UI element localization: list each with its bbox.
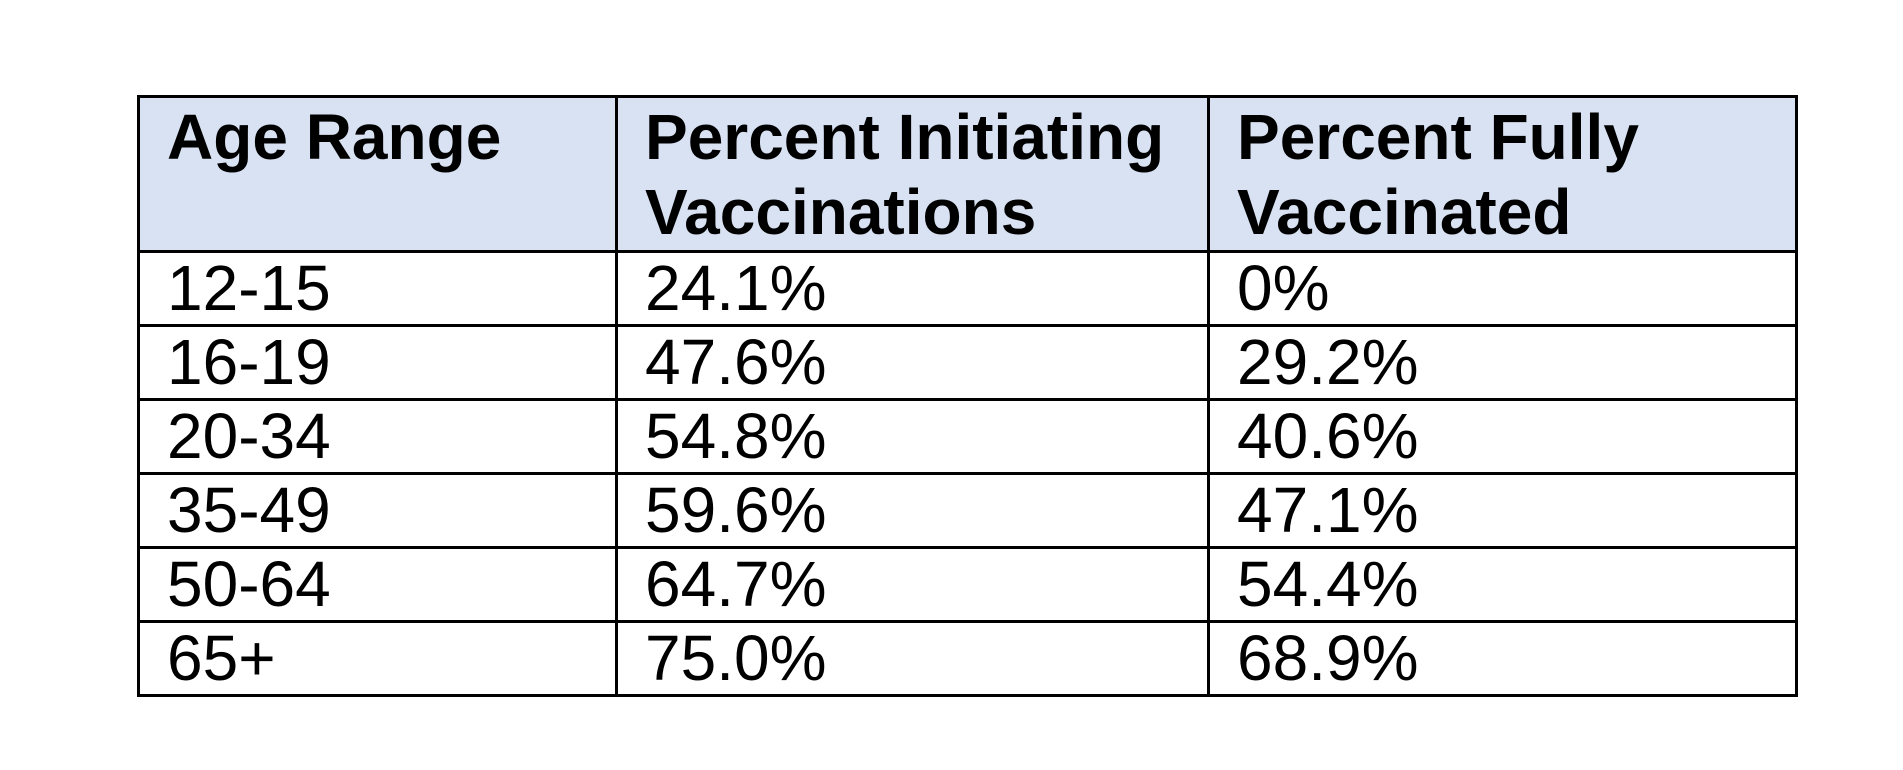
table-row: 16-19 47.6% 29.2% bbox=[137, 324, 1798, 401]
column-header-percent-fully-vaccinated: Percent Fully Vaccinated bbox=[1207, 95, 1798, 253]
cell-age-range: 65+ bbox=[137, 620, 618, 697]
cell-percent-fully-vaccinated: 47.1% bbox=[1207, 472, 1798, 549]
cell-percent-fully-vaccinated: 54.4% bbox=[1207, 546, 1798, 623]
table-row: 35-49 59.6% 47.1% bbox=[137, 472, 1798, 549]
cell-age-range: 20-34 bbox=[137, 398, 618, 475]
cell-percent-initiating: 54.8% bbox=[615, 398, 1210, 475]
cell-age-range: 35-49 bbox=[137, 472, 618, 549]
cell-percent-initiating: 24.1% bbox=[615, 250, 1210, 327]
column-header-age-range: Age Range bbox=[137, 95, 618, 253]
table-row: 65+ 75.0% 68.9% bbox=[137, 620, 1798, 697]
header-row: Age Range Percent Initiating Vaccination… bbox=[137, 95, 1798, 253]
cell-age-range: 16-19 bbox=[137, 324, 618, 401]
cell-percent-fully-vaccinated: 29.2% bbox=[1207, 324, 1798, 401]
cell-percent-initiating: 47.6% bbox=[615, 324, 1210, 401]
table-row: 20-34 54.8% 40.6% bbox=[137, 398, 1798, 475]
cell-percent-fully-vaccinated: 0% bbox=[1207, 250, 1798, 327]
column-header-percent-initiating: Percent Initiating Vaccinations bbox=[615, 95, 1210, 253]
cell-percent-fully-vaccinated: 68.9% bbox=[1207, 620, 1798, 697]
cell-age-range: 50-64 bbox=[137, 546, 618, 623]
cell-percent-initiating: 59.6% bbox=[615, 472, 1210, 549]
vaccination-by-age-table: Age Range Percent Initiating Vaccination… bbox=[137, 95, 1798, 697]
cell-percent-fully-vaccinated: 40.6% bbox=[1207, 398, 1798, 475]
table-row: 12-15 24.1% 0% bbox=[137, 250, 1798, 327]
cell-age-range: 12-15 bbox=[137, 250, 618, 327]
cell-percent-initiating: 75.0% bbox=[615, 620, 1210, 697]
table-row: 50-64 64.7% 54.4% bbox=[137, 546, 1798, 623]
cell-percent-initiating: 64.7% bbox=[615, 546, 1210, 623]
data-table: Age Range Percent Initiating Vaccination… bbox=[137, 95, 1798, 697]
